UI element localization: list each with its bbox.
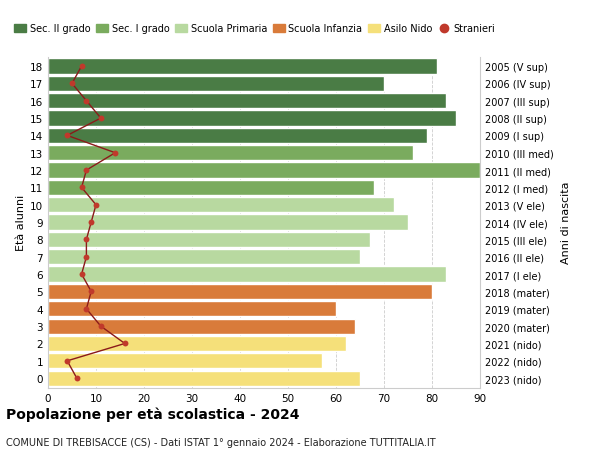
Bar: [48, 111, 456, 126]
Point: [96, 323, 106, 330]
Point: [62, 358, 72, 365]
Bar: [48, 146, 413, 161]
Point: [67, 80, 77, 88]
Bar: [48, 180, 374, 196]
Point: [62, 133, 72, 140]
Y-axis label: Anni di nascita: Anni di nascita: [560, 181, 571, 264]
Point: [77, 63, 86, 71]
Point: [82, 236, 91, 244]
Point: [110, 150, 120, 157]
Y-axis label: Età alunni: Età alunni: [16, 195, 26, 251]
Bar: [48, 267, 446, 282]
Point: [77, 185, 86, 192]
Point: [86, 219, 96, 226]
Point: [82, 253, 91, 261]
Point: [91, 202, 101, 209]
Text: COMUNE DI TREBISACCE (CS) - Dati ISTAT 1° gennaio 2024 - Elaborazione TUTTITALIA: COMUNE DI TREBISACCE (CS) - Dati ISTAT 1…: [6, 437, 436, 447]
Legend: Sec. II grado, Sec. I grado, Scuola Primaria, Scuola Infanzia, Asilo Nido, Stran: Sec. II grado, Sec. I grado, Scuola Prim…: [14, 24, 496, 34]
Point: [82, 98, 91, 105]
Bar: [48, 336, 346, 351]
Bar: [48, 319, 355, 334]
Bar: [48, 232, 370, 247]
Bar: [48, 198, 394, 213]
Bar: [48, 353, 322, 369]
Bar: [48, 302, 336, 317]
Bar: [48, 94, 446, 109]
Bar: [48, 129, 427, 144]
Point: [82, 167, 91, 174]
Bar: [48, 59, 437, 74]
Bar: [48, 77, 384, 92]
Point: [82, 305, 91, 313]
Bar: [48, 163, 480, 178]
Text: Popolazione per età scolastica - 2024: Popolazione per età scolastica - 2024: [6, 406, 299, 421]
Point: [120, 340, 130, 347]
Point: [96, 115, 106, 123]
Point: [86, 288, 96, 296]
Bar: [48, 250, 360, 265]
Bar: [48, 284, 432, 299]
Bar: [48, 215, 408, 230]
Point: [77, 271, 86, 278]
Bar: [48, 371, 360, 386]
Point: [72, 375, 82, 382]
